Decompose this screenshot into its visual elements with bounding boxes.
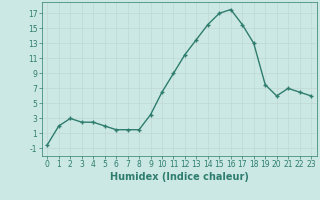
X-axis label: Humidex (Indice chaleur): Humidex (Indice chaleur) bbox=[110, 172, 249, 182]
